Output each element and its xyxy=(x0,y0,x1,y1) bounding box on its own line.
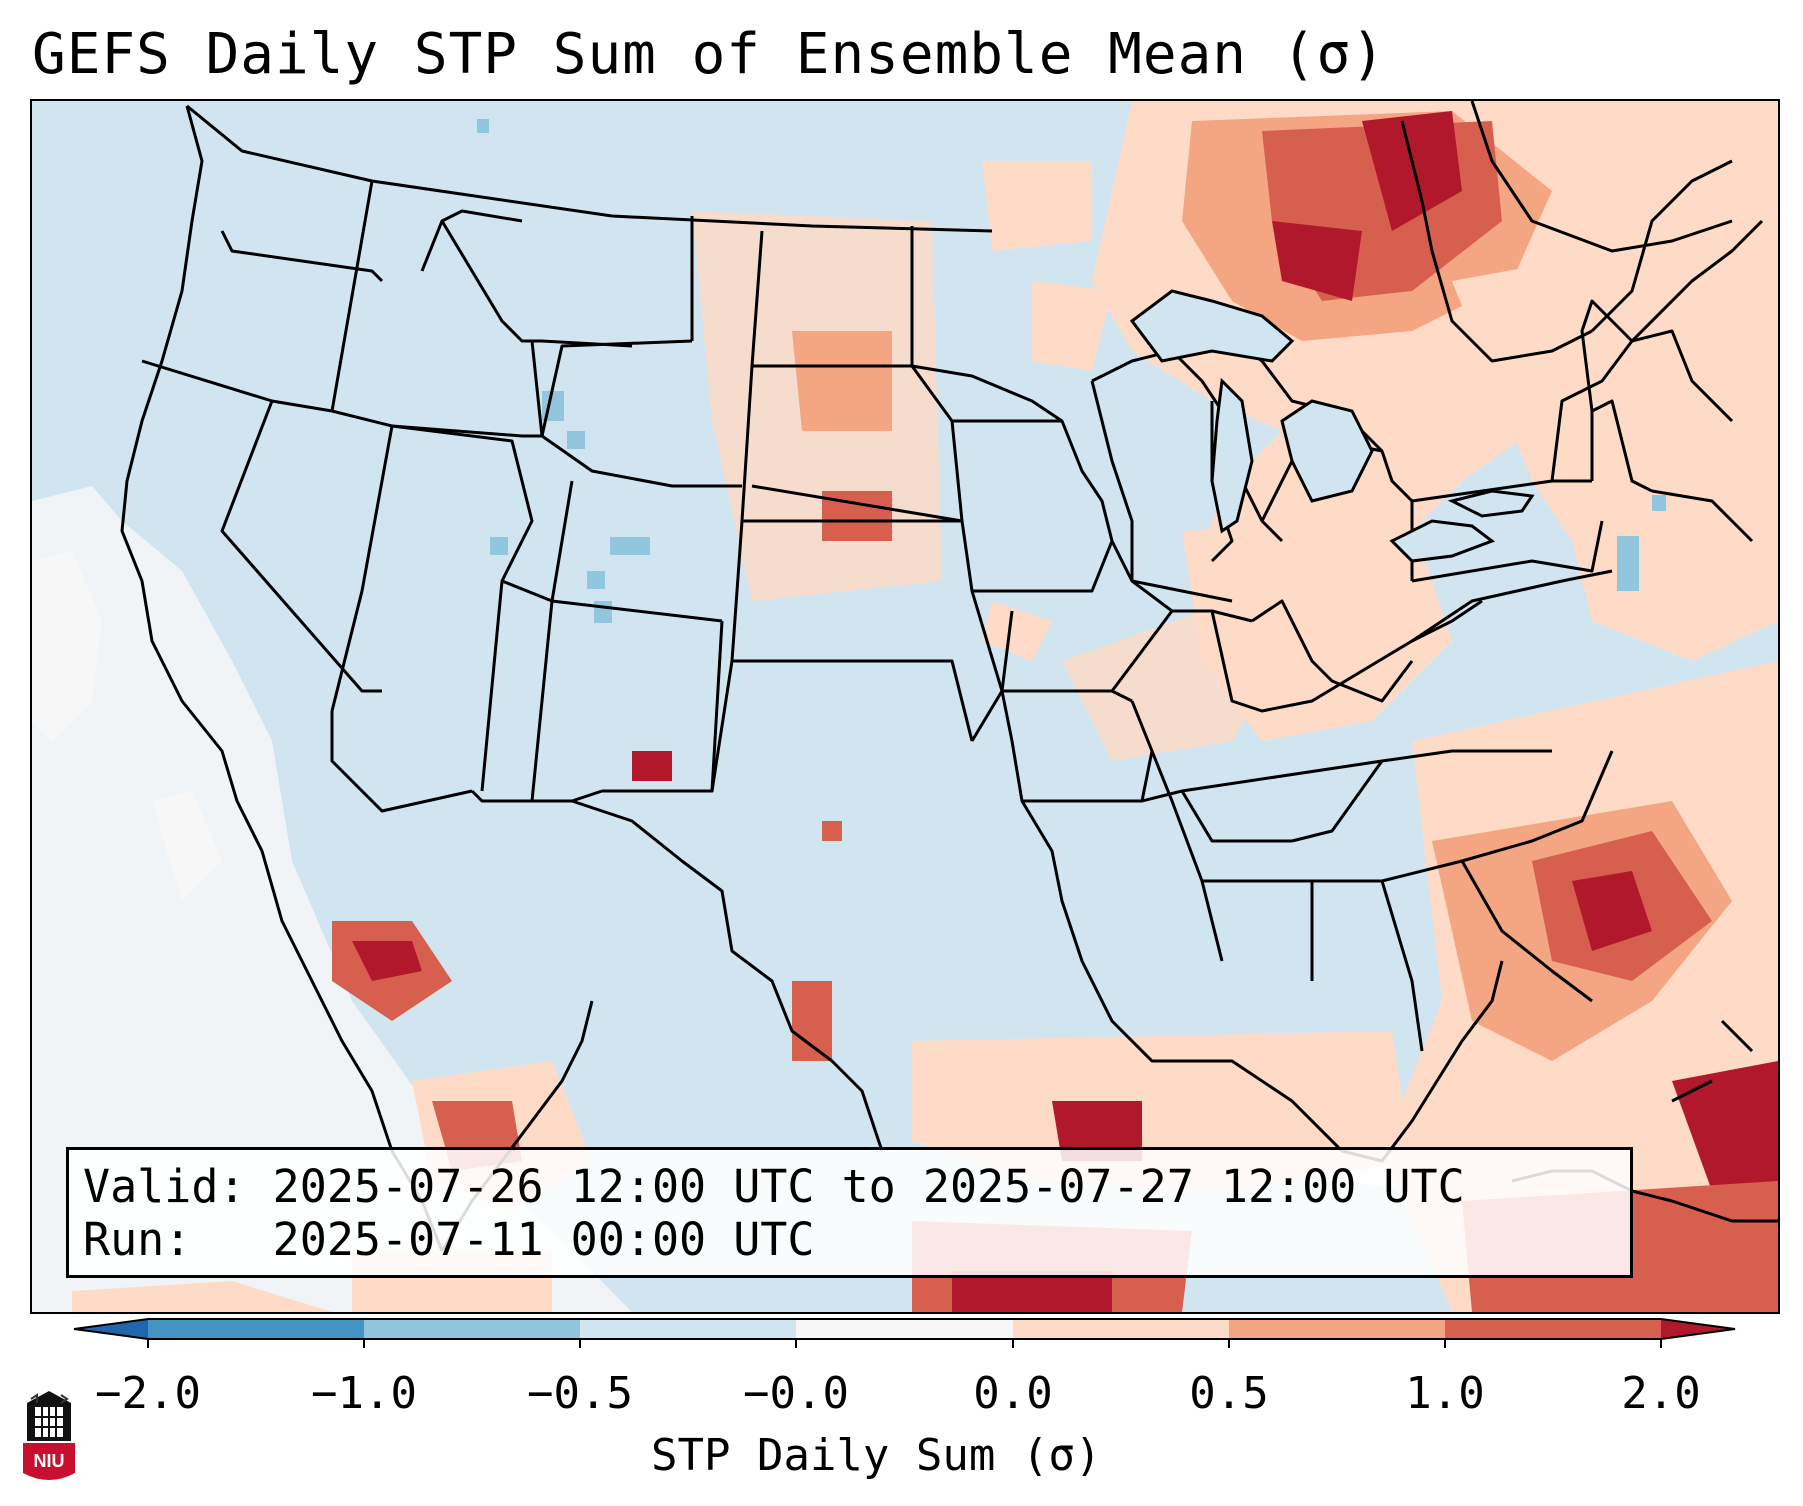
colorbar-tick-label: −0.5 xyxy=(527,1368,633,1419)
colorbar-tick-label: −2.0 xyxy=(95,1368,201,1419)
colorbar-tick-label: −1.0 xyxy=(311,1368,417,1419)
run-line: Run: 2025-07-11 00:00 UTC xyxy=(83,1213,815,1266)
logo-text: NIU xyxy=(34,1451,65,1471)
colorbar-tick-label: 2.0 xyxy=(1621,1368,1701,1419)
colorbar-tick-label: −0.0 xyxy=(743,1368,849,1419)
colorbar-tick-label: 0.0 xyxy=(973,1368,1053,1419)
colorbar-over-arrow xyxy=(1661,1319,1735,1339)
colorbar-bin-1 xyxy=(148,1319,364,1339)
chart-title: GEFS Daily STP Sum of Ensemble Mean (σ) xyxy=(32,22,1386,87)
colorbar-bin-2 xyxy=(364,1319,580,1339)
colorbar xyxy=(73,1318,1736,1348)
colorbar-bin-5 xyxy=(1013,1319,1229,1339)
colorbar-bin-6 xyxy=(1229,1319,1445,1339)
great-lakes xyxy=(1129,289,1535,563)
colorbar-tick-label: 1.0 xyxy=(1405,1368,1485,1419)
info-box: Valid: 2025-07-26 12:00 UTC to 2025-07-2… xyxy=(66,1147,1633,1278)
niu-logo-icon: NIU xyxy=(23,1391,75,1480)
colorbar-tick-label: 0.5 xyxy=(1189,1368,1269,1419)
borders xyxy=(120,101,1778,1252)
colorbar-label: STP Daily Sum (σ) xyxy=(651,1430,1102,1481)
colorbar-bin-3 xyxy=(580,1319,796,1339)
colorbar-under-arrow xyxy=(74,1319,148,1339)
valid-line: Valid: 2025-07-26 12:00 UTC to 2025-07-2… xyxy=(83,1160,1465,1213)
colorbar-bin-7 xyxy=(1445,1319,1661,1339)
negative-anomaly-shading xyxy=(477,119,1666,623)
colorbar-ticks xyxy=(147,1339,1662,1348)
colorbar-bin-4 xyxy=(796,1319,1013,1339)
